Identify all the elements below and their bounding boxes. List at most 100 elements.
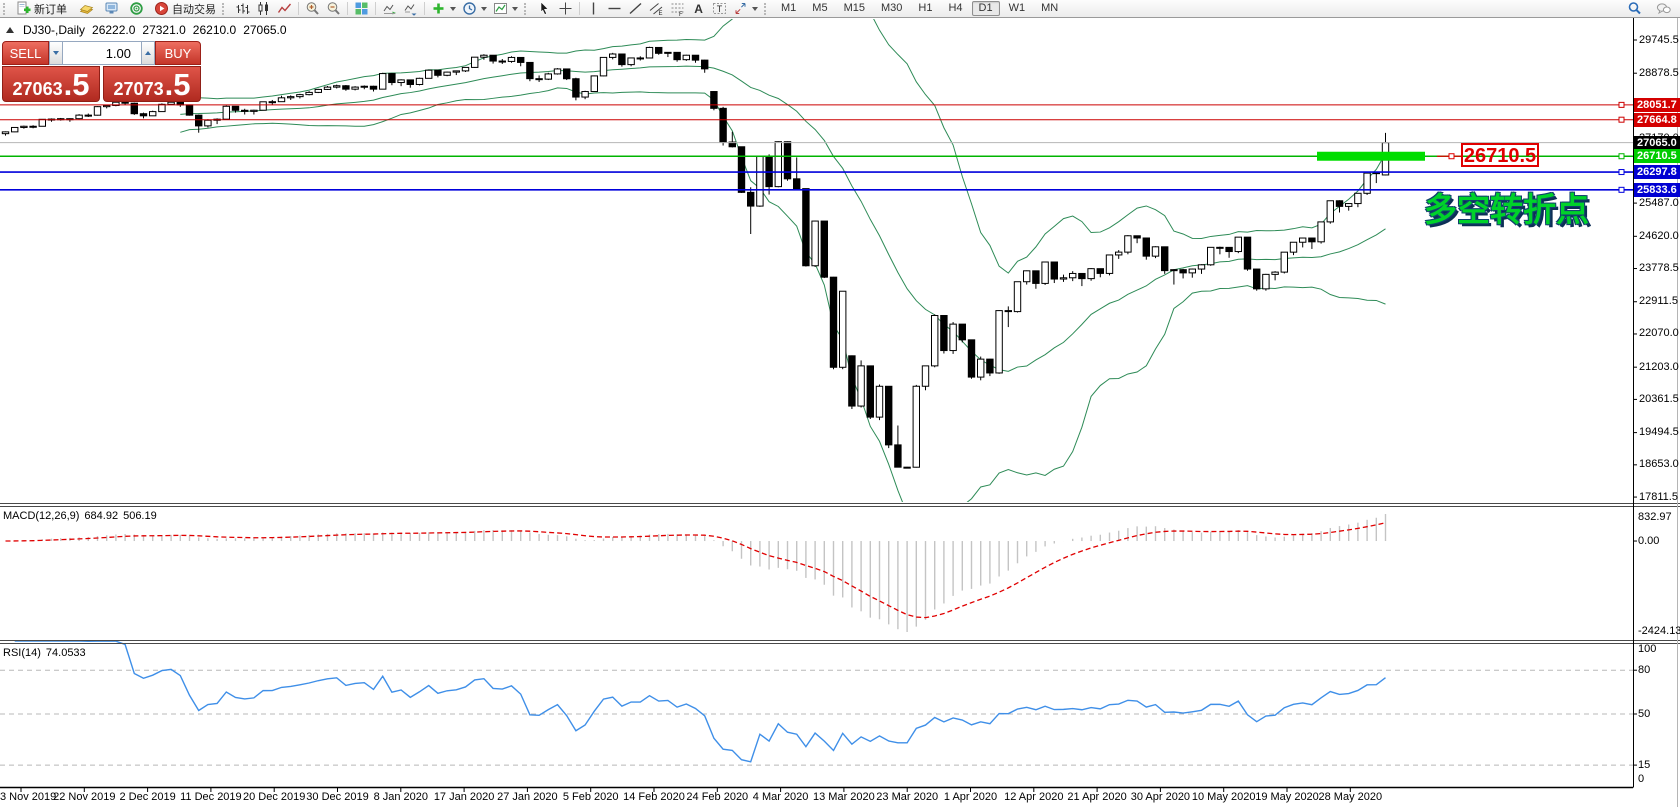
timeframe-m1[interactable]: M1: [774, 1, 803, 16]
toolbar-separator: [298, 2, 299, 15]
autotrading-button[interactable]: 自动交易: [151, 1, 219, 17]
date-label: 30 Dec 2019: [306, 791, 369, 803]
level-price-label: 27664.8: [1634, 112, 1680, 127]
volume-increase-button[interactable]: [141, 41, 155, 65]
date-label: 5 Feb 2020: [562, 791, 619, 803]
search-icon: [1627, 1, 1642, 16]
channel-icon: E: [649, 1, 664, 16]
bollinger-lower-band: [180, 87, 1386, 502]
arrows-icon: [733, 1, 748, 16]
vertical-line-button[interactable]: [583, 1, 604, 17]
rsi-value: 74.0533: [45, 647, 86, 659]
date-label: 30 Apr 2020: [1130, 791, 1191, 803]
chat-button[interactable]: [1653, 1, 1674, 17]
arrows-button[interactable]: [730, 1, 761, 17]
new-order-icon: [16, 1, 31, 16]
bar-chart-button[interactable]: [232, 1, 253, 17]
gold-ingot-button[interactable]: [76, 1, 97, 17]
text-label-icon: T: [712, 1, 727, 16]
timeframe-m30[interactable]: M30: [874, 1, 909, 16]
annotation-text[interactable]: 多空转折点: [1424, 191, 1589, 228]
crosshair-button[interactable]: [555, 1, 576, 17]
low-value: 26210.0: [192, 23, 237, 37]
timeframe-d1[interactable]: D1: [971, 1, 1000, 16]
line-anchor-marker[interactable]: [1618, 186, 1625, 193]
date-label: 14 Feb 2020: [623, 791, 685, 803]
fibonacci-icon: F: [670, 1, 685, 16]
price-tick-label: 23778.5: [1639, 262, 1679, 275]
line-chart-button[interactable]: [274, 1, 295, 17]
highlight-rectangle[interactable]: [1317, 151, 1425, 161]
timeframe-mn[interactable]: MN: [1034, 1, 1065, 16]
line-anchor-marker[interactable]: [1618, 116, 1625, 123]
remote-monitor-icon: [104, 1, 119, 16]
timeframe-m15[interactable]: M15: [837, 1, 872, 16]
price-callout[interactable]: 26710.5: [1461, 143, 1539, 167]
cursor-button[interactable]: [534, 1, 555, 17]
line-anchor-marker[interactable]: [1618, 153, 1625, 160]
date-label: 17 Jan 2020: [433, 791, 495, 803]
macd-value-main: 684.92: [84, 510, 119, 522]
price-tick-label: 29745.5: [1639, 33, 1679, 46]
timeframe-m5[interactable]: M5: [805, 1, 834, 16]
horizontal-line-button[interactable]: [604, 1, 625, 17]
fibonacci-button[interactable]: F: [667, 1, 688, 17]
buy-price[interactable]: 27073.5: [103, 66, 201, 102]
date-label: 28 May 2020: [1318, 791, 1383, 803]
candle-chart-button[interactable]: [253, 1, 274, 17]
indicators-icon: [431, 1, 446, 16]
trendline-button[interactable]: [625, 1, 646, 17]
sell-price-frac: .5: [63, 67, 90, 103]
date-label: 20 Dec 2019: [242, 791, 306, 803]
chevron-down-icon: [752, 6, 758, 11]
macd-axis-min: -2424.13: [1638, 625, 1680, 637]
toolbar-separator: [579, 2, 580, 15]
text-button[interactable]: A: [688, 1, 709, 17]
date-label: 1 Apr 2020: [943, 791, 998, 803]
horizontal-line-icon: [607, 1, 622, 16]
callout-anchor-marker[interactable]: [1448, 153, 1455, 160]
text-label-button[interactable]: T: [709, 1, 730, 17]
text-icon: A: [691, 1, 706, 16]
collapse-panel-icon[interactable]: [6, 27, 14, 33]
timeframe-h4[interactable]: H4: [941, 1, 969, 16]
community-globe-button[interactable]: [126, 1, 147, 17]
rsi-name: RSI(14): [3, 647, 41, 659]
templates-button[interactable]: [490, 1, 521, 17]
current-price-label: 27065.0: [1634, 135, 1680, 150]
channel-button[interactable]: E: [646, 1, 667, 17]
search-button[interactable]: [1624, 1, 1645, 17]
autotrading-icon: [154, 1, 169, 16]
timeframe-h1[interactable]: H1: [911, 1, 939, 16]
date-label: 24 Feb 2020: [686, 791, 749, 803]
remote-monitor-button[interactable]: [101, 1, 122, 17]
volume-decrease-button[interactable]: [49, 41, 63, 65]
indicators-button[interactable]: [428, 1, 459, 17]
macd-signal-line: [5, 522, 1386, 619]
timeframe-w1[interactable]: W1: [1002, 1, 1033, 16]
new-order-button[interactable]: 新订单: [13, 1, 70, 17]
tile-windows-button[interactable]: [351, 1, 372, 17]
rsi-axis-label: 0: [1638, 773, 1645, 785]
date-label: 2 Dec 2019: [119, 791, 176, 803]
volume-input[interactable]: [63, 41, 141, 65]
buy-button[interactable]: BUY: [155, 41, 201, 65]
date-label: 8 Jan 2020: [373, 791, 429, 803]
line-anchor-marker[interactable]: [1618, 169, 1625, 176]
date-label: 11 Dec 2019: [180, 791, 242, 803]
zoom-out-button[interactable]: [323, 1, 344, 17]
sell-button[interactable]: SELL: [2, 41, 49, 65]
zoom-in-button[interactable]: [302, 1, 323, 17]
sell-price[interactable]: 27063.5: [2, 66, 100, 102]
chart-shift-button[interactable]: [379, 1, 400, 17]
line-anchor-marker[interactable]: [1618, 101, 1625, 108]
periods-button[interactable]: [459, 1, 490, 17]
auto-scroll-button[interactable]: [400, 1, 421, 17]
rsi-axis-label: 50: [1638, 707, 1651, 720]
price-tick-label: 28878.5: [1639, 66, 1679, 79]
date-label: 4 Mar 2020: [752, 791, 809, 803]
date-label: 10 May 2020: [1191, 791, 1256, 803]
periods-icon: [462, 1, 477, 16]
sell-price-main: 27063: [12, 78, 63, 99]
